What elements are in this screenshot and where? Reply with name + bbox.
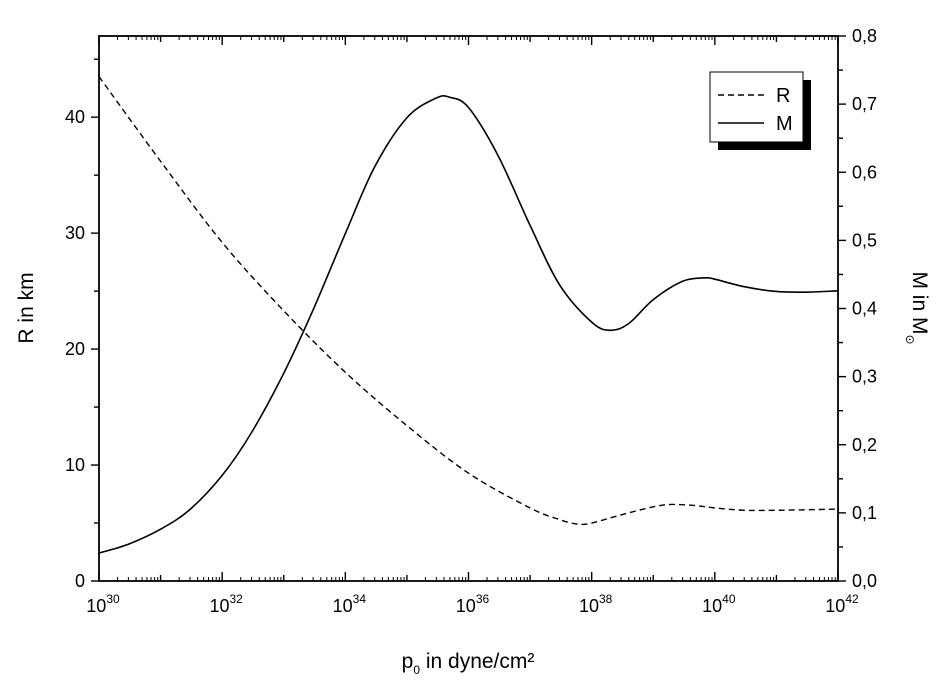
legend-label-m: M bbox=[776, 113, 793, 135]
series-line-r bbox=[98, 76, 839, 526]
y-right-tick-label: 0,0 bbox=[852, 571, 877, 591]
y-left-axis-title: R in km bbox=[15, 272, 38, 343]
x-tick-label: 1042 bbox=[825, 592, 859, 616]
x-axis-title: p0 in dyne/cm² bbox=[402, 650, 535, 677]
x-tick-label: 1030 bbox=[86, 592, 120, 616]
series-line-m bbox=[98, 94, 839, 554]
y-right-tick-label: 0,8 bbox=[852, 26, 877, 46]
y-left-tick-label: 40 bbox=[65, 107, 85, 127]
y-right-tick-labels: 0,0 0,1 0,2 0,3 0,4 0,5 0,6 0,7 0,8 bbox=[852, 26, 877, 591]
x-tick-label: 1036 bbox=[456, 592, 490, 616]
y-left-tick-label: 10 bbox=[65, 455, 85, 475]
x-tick-label: 1038 bbox=[579, 592, 613, 616]
y-right-tick-label: 0,6 bbox=[852, 162, 877, 182]
legend: R M bbox=[709, 71, 811, 150]
legend-label-r: R bbox=[776, 85, 790, 107]
y-left-tick-labels: 0 10 20 30 40 bbox=[65, 107, 85, 591]
axis-ticks bbox=[91, 35, 846, 582]
y-right-tick-label: 0,4 bbox=[852, 299, 877, 319]
x-tick-label: 1034 bbox=[333, 592, 367, 616]
y-right-tick-label: 0,2 bbox=[852, 435, 877, 455]
y-left-tick-label: 20 bbox=[65, 339, 85, 359]
y-left-tick-label: 30 bbox=[65, 223, 85, 243]
y-right-tick-label: 0,3 bbox=[852, 367, 877, 387]
y-right-tick-label: 0,5 bbox=[852, 230, 877, 250]
y-right-tick-label: 0,1 bbox=[852, 503, 877, 523]
x-tick-label: 1032 bbox=[209, 592, 243, 616]
x-tick-label: 1040 bbox=[702, 592, 736, 616]
legend-box bbox=[709, 71, 804, 143]
x-tick-labels: 1030 1032 1034 1036 1038 1040 1042 bbox=[86, 592, 859, 616]
y-right-tick-label: 0,7 bbox=[852, 94, 877, 114]
y-left-tick-label: 0 bbox=[75, 571, 85, 591]
y-right-axis-title: M in M⊙ bbox=[903, 271, 931, 344]
